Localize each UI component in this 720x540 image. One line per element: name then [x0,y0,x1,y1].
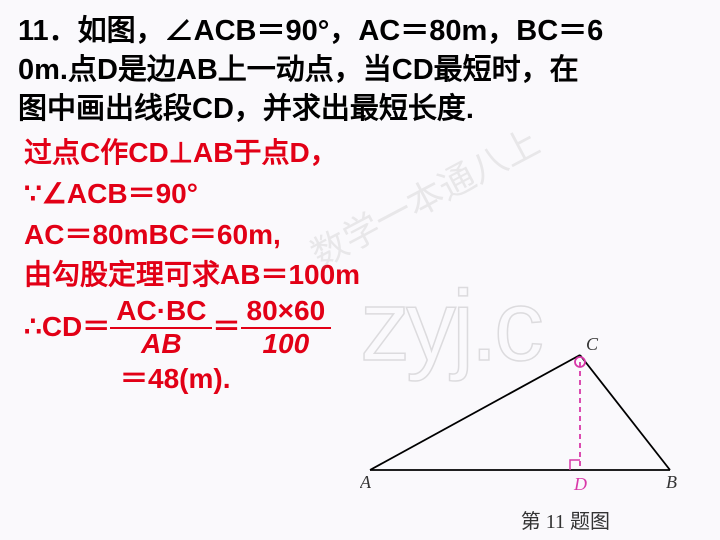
solution-line4: 由勾股定理可求AB＝100m [24,255,702,296]
problem-text: 11．如图，∠ACB＝90°，AC＝80m，BC＝6 0m.点D是边AB上一动点… [0,0,720,129]
right-angle-mark [570,460,580,470]
label-A: A [360,472,372,492]
problem-line1: 11．如图，∠ACB＝90°，AC＝80m，BC＝6 [18,15,603,47]
solution-line1: 过点C作CD⊥AB于点D， [24,133,702,174]
frac1-den: AB [110,329,212,360]
frac2-num: 80×60 [241,296,332,329]
fraction-1: AC·BC AB [110,296,212,360]
frac2-den: 100 [241,329,332,360]
eq-1: ＝ [212,307,240,348]
problem-line2: 0m.点D是边AB上一动点，当CD最短时，在 [18,54,579,86]
label-C: C [586,334,599,354]
line-AC [370,355,580,470]
triangle-figure: A B C D [360,320,690,510]
triangle-svg: A B C D [360,320,690,510]
fraction-2: 80×60 100 [241,296,332,360]
frac1-num: AC·BC [110,296,212,329]
figure-caption: 第 11 题图 [521,505,610,534]
label-D: D [573,474,587,494]
line-BC [580,355,670,470]
cd-label: ∴CD＝ [24,307,110,348]
problem-line3: 图中画出线段CD，并求出最短长度. [18,93,474,125]
label-B: B [666,472,677,492]
